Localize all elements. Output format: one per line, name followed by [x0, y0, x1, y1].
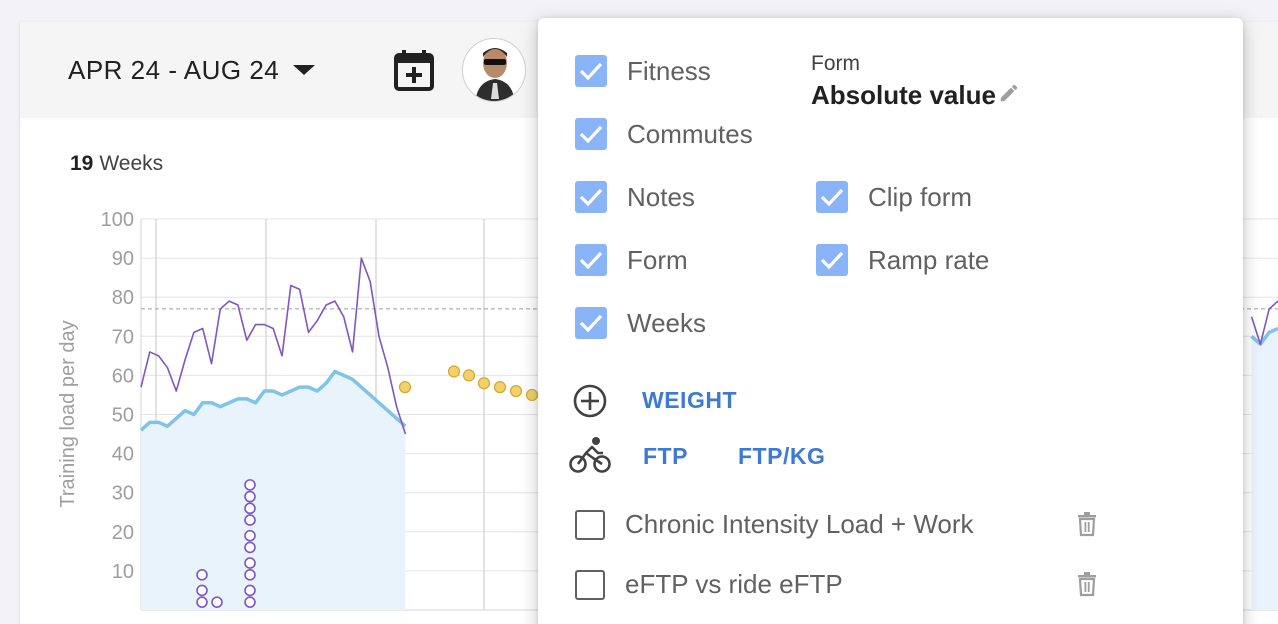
- fitness-area: [141, 371, 406, 610]
- fitness-label: Fitness: [627, 55, 711, 86]
- notes-checkbox[interactable]: Notes: [575, 181, 695, 213]
- checkbox-unchecked-icon: [575, 509, 605, 540]
- custom-chart-label: Chronic Intensity Load + Work: [625, 509, 974, 539]
- note-marker: [462, 369, 476, 382]
- add-circle-icon[interactable]: [572, 383, 608, 424]
- chevron-down-icon: [293, 65, 316, 75]
- y-tick-label: 100: [101, 209, 134, 231]
- checkbox-checked-icon: [575, 244, 607, 276]
- pencil-icon: [998, 80, 1020, 111]
- form-checkbox[interactable]: Form: [575, 244, 688, 276]
- date-range-selector[interactable]: APR 24 - AUG 24: [68, 50, 316, 90]
- commute-marker: [244, 502, 256, 515]
- commute-marker: [244, 490, 256, 503]
- clip-form-label: Clip form: [868, 181, 973, 212]
- weeks-count: 19: [70, 152, 94, 175]
- commute-marker: [244, 541, 256, 554]
- commute-marker: [244, 569, 256, 581]
- ftp-button[interactable]: FTP: [643, 443, 688, 469]
- note-marker: [477, 377, 491, 390]
- note-marker: [398, 381, 412, 394]
- avatar[interactable]: [462, 38, 526, 102]
- ramp-rate-checkbox[interactable]: Ramp rate: [816, 244, 989, 276]
- weeks-checkbox[interactable]: Weeks: [575, 307, 706, 339]
- clip-form-checkbox[interactable]: Clip form: [816, 181, 972, 213]
- note-marker: [525, 388, 539, 402]
- ftp-kg-button[interactable]: FTP/KG: [738, 443, 826, 469]
- weeks-unit: Weeks: [99, 152, 164, 175]
- checkbox-checked-icon: [575, 118, 607, 150]
- note-marker: [447, 365, 461, 378]
- training-load-series-line: [1250, 300, 1278, 345]
- y-tick-label: 80: [112, 287, 134, 309]
- y-tick-label: 70: [112, 326, 134, 348]
- commute-marker: [244, 529, 256, 542]
- chart-options-panel: [538, 18, 1243, 624]
- note-marker: [493, 381, 507, 394]
- bicycle-icon: [569, 436, 611, 479]
- form-label: Form: [627, 244, 688, 275]
- y-tick-label: 50: [112, 405, 134, 427]
- custom-chart-label: eFTP vs ride eFTP: [625, 569, 843, 599]
- commute-marker: [211, 596, 223, 608]
- y-tick-label: 90: [112, 248, 134, 270]
- checkbox-checked-icon: [575, 181, 607, 213]
- form-mode-value: Absolute value: [811, 80, 996, 110]
- commute-marker: [244, 596, 256, 608]
- commute-marker: [244, 479, 256, 491]
- delete-icon[interactable]: [1075, 571, 1099, 597]
- commute-marker: [196, 569, 208, 581]
- commute-marker: [244, 514, 256, 526]
- checkbox-checked-icon: [575, 307, 607, 339]
- fitness-series-line: [139, 369, 407, 432]
- delete-icon[interactable]: [1075, 511, 1099, 537]
- form-mode-group: Form Absolute value: [811, 52, 1020, 111]
- ramp-rate-label: Ramp rate: [868, 244, 990, 275]
- checkbox-unchecked-icon: [575, 569, 605, 600]
- weeks-summary: 19 Weeks: [70, 152, 163, 176]
- note-marker: [509, 384, 523, 398]
- commutes-checkbox[interactable]: Commutes: [575, 118, 753, 150]
- y-tick-label: 10: [112, 561, 134, 583]
- checkbox-checked-icon: [816, 181, 848, 213]
- checkbox-checked-icon: [816, 244, 848, 276]
- y-tick-label: 60: [112, 365, 134, 387]
- commute-marker: [244, 584, 256, 597]
- notes-label: Notes: [627, 181, 695, 212]
- custom-chart-chronic-intensity-checkbox[interactable]: Chronic Intensity Load + Work: [575, 509, 974, 540]
- commute-marker: [196, 596, 208, 608]
- form-mode-caption: Form: [811, 52, 860, 75]
- fitness-series-line: [1250, 326, 1278, 346]
- commutes-label: Commutes: [627, 118, 753, 149]
- y-axis-label: Training load per day: [57, 320, 79, 507]
- commute-marker: [244, 557, 256, 569]
- calendar-plus-icon[interactable]: [392, 46, 436, 92]
- fitness-area: [1251, 328, 1278, 610]
- form-mode-selector[interactable]: Absolute value: [811, 80, 1020, 111]
- y-tick-label: 20: [112, 522, 134, 544]
- checkbox-checked-icon: [575, 55, 607, 87]
- fitness-checkbox[interactable]: Fitness: [575, 55, 711, 87]
- training-load-series-line: [140, 257, 407, 435]
- add-weight-button[interactable]: WEIGHT: [642, 387, 737, 413]
- custom-chart-eftp-checkbox[interactable]: eFTP vs ride eFTP: [575, 569, 843, 600]
- weeks-option-label: Weeks: [627, 307, 706, 338]
- y-tick-label: 30: [112, 483, 134, 505]
- commute-marker: [196, 584, 208, 597]
- date-range-label: APR 24 - AUG 24: [68, 54, 280, 85]
- y-tick-label: 40: [112, 444, 134, 466]
